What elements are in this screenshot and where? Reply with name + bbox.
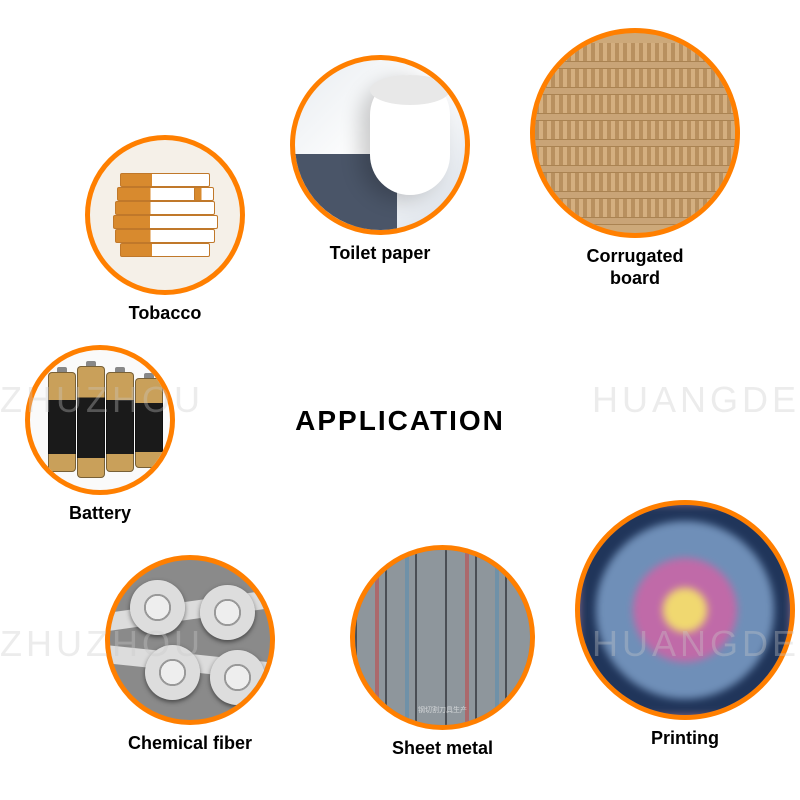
app-item-toilet-paper: Toilet paper xyxy=(290,55,470,265)
corrugated-icon xyxy=(530,28,740,238)
watermark-text: HUANGDE xyxy=(592,379,800,420)
chemical-fiber-icon xyxy=(105,555,275,725)
item-label: Toilet paper xyxy=(290,243,470,265)
sheet-metal-icon: 钢切割刀具生产 xyxy=(350,545,535,730)
printing-icon xyxy=(575,500,795,720)
battery-icon xyxy=(25,345,175,495)
app-item-printing: Printing xyxy=(575,500,795,750)
app-item-battery: Battery xyxy=(25,345,175,525)
page-title: APPLICATION xyxy=(295,405,505,437)
app-item-corrugated: Corrugated board xyxy=(530,28,740,289)
app-item-chemical-fiber: Chemical fiber xyxy=(105,555,275,755)
item-label: Tobacco xyxy=(85,303,245,325)
item-label: Sheet metal xyxy=(350,738,535,760)
app-item-sheet-metal: 钢切割刀具生产 Sheet metal xyxy=(350,545,535,760)
tobacco-icon xyxy=(85,135,245,295)
item-label: Battery xyxy=(25,503,175,525)
item-label: Chemical fiber xyxy=(105,733,275,755)
toilet-paper-icon xyxy=(290,55,470,235)
item-label: Corrugated board xyxy=(530,246,740,289)
item-label: Printing xyxy=(575,728,795,750)
app-item-tobacco: Tobacco xyxy=(85,135,245,325)
watermark: HUANGDE xyxy=(592,379,800,421)
